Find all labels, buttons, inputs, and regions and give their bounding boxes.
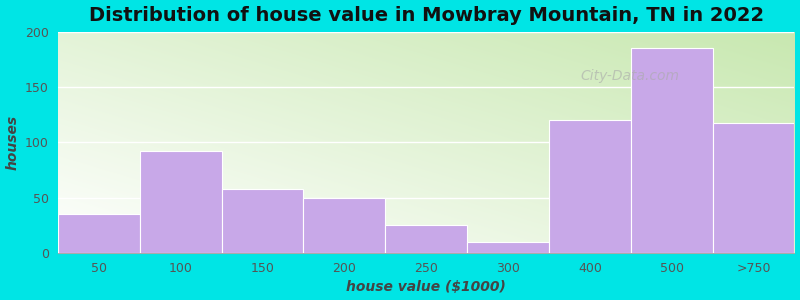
Bar [140, 151, 222, 253]
Bar [222, 189, 303, 253]
X-axis label: house value ($1000): house value ($1000) [346, 280, 506, 294]
Bar [58, 214, 140, 253]
Text: City-Data.com: City-Data.com [581, 69, 680, 83]
Bar [549, 120, 630, 253]
Bar [303, 198, 386, 253]
Title: Distribution of house value in Mowbray Mountain, TN in 2022: Distribution of house value in Mowbray M… [89, 6, 764, 25]
Bar [630, 48, 713, 253]
Y-axis label: houses: houses [6, 115, 19, 170]
Bar [467, 242, 549, 253]
Bar [713, 124, 794, 253]
Bar [386, 225, 467, 253]
